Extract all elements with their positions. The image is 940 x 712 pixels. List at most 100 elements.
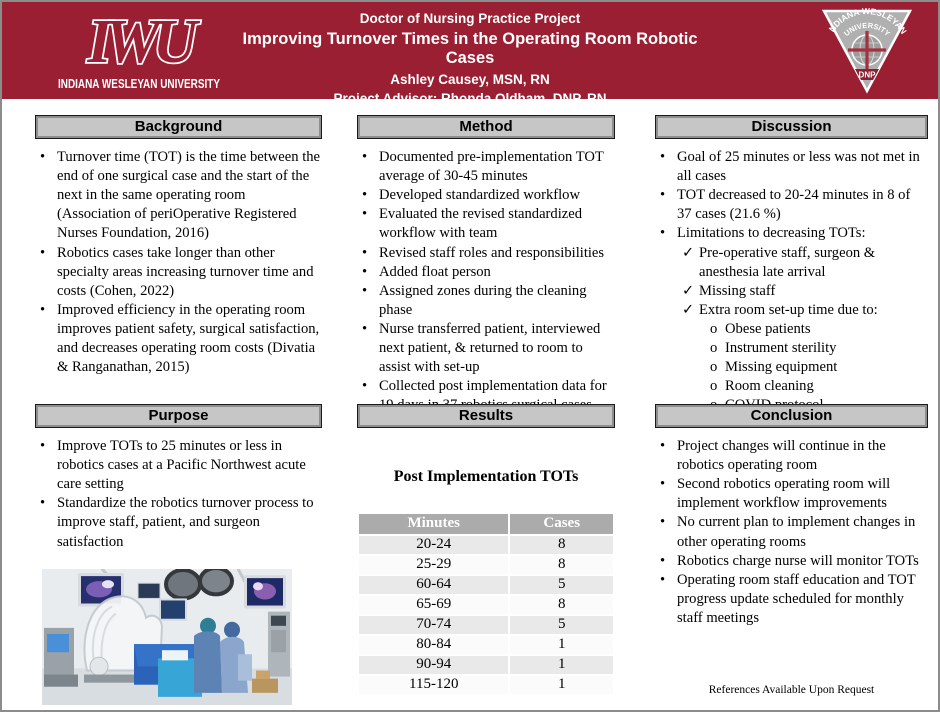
list-item: • Second robotics operating room will imp… <box>655 475 928 513</box>
discussion-heading: Discussion <box>655 115 928 139</box>
list-item-text: Improved efficiency in the operating roo… <box>57 301 320 376</box>
bullet-marker: • <box>362 263 368 280</box>
monitor-center <box>159 598 187 621</box>
list-item-text: TOT decreased to 20-24 minutes in 8 of 3… <box>677 187 911 223</box>
list-item-text: Limitations to decreasing TOTs: <box>677 225 866 242</box>
list-item-text: Missing staff <box>699 282 776 299</box>
table-cell: 90-94 <box>359 656 509 674</box>
list-item: • Limitations to decreasing TOTs: <box>655 224 928 243</box>
list-item-text: Nurse transferred patient, interviewed n… <box>379 320 601 376</box>
table-cell: 80-84 <box>359 636 509 654</box>
method-heading: Method <box>357 115 615 139</box>
post-implementation-tot-table: Minutes Cases 20-24 8 25-29 8 60-64 5 65-69 8 70-… <box>357 512 615 696</box>
table-row: 70-74 5 <box>359 616 613 634</box>
table-cell: 115-120 <box>359 676 509 694</box>
method-list: • Documented pre-implementation TOT avera… <box>357 148 615 416</box>
list-item-text: Instrument sterility <box>725 340 837 357</box>
list-item-text: Pre-operative staff, surgeon & anesthesi… <box>699 244 876 280</box>
background-heading: Background <box>35 115 322 139</box>
table-cell: 5 <box>510 616 613 634</box>
section-discussion: Discussion • Goal of 25 minutes or less w… <box>655 115 928 416</box>
list-item: o Obese patients <box>655 320 928 339</box>
list-item-text: Robotics cases take longer than other sp… <box>57 244 314 299</box>
list-item: o Missing equipment <box>655 358 928 377</box>
list-item: • Turnover time (TOT) is the time between… <box>35 148 322 244</box>
table-cell: 20-24 <box>359 536 509 554</box>
list-item: • Robotics cases take longer than other s… <box>35 244 322 301</box>
circle-marker: o <box>710 359 718 376</box>
list-item-text: No current plan to implement changes in … <box>677 514 916 550</box>
bullet-marker: • <box>660 514 666 531</box>
list-item: ✓ Extra room set-up time due to: <box>655 301 928 320</box>
check-marker: ✓ <box>682 244 695 261</box>
bullet-marker: • <box>40 301 46 318</box>
conclusion-heading: Conclusion <box>655 404 928 428</box>
floor-items <box>252 670 278 693</box>
list-item: • No current plan to implement changes in… <box>655 513 928 551</box>
bullet-marker: • <box>660 187 666 204</box>
list-item-text: Added float person <box>379 263 491 280</box>
list-item-text: Documented pre-implementation TOT averag… <box>379 149 604 185</box>
bullet-marker: • <box>40 244 46 261</box>
background-list: • Turnover time (TOT) is the time between… <box>35 148 322 377</box>
operating-room-photo-graphic <box>42 565 292 705</box>
table-cell: 1 <box>510 636 613 654</box>
table-cell: 1 <box>510 676 613 694</box>
list-item: o Instrument sterility <box>655 339 928 358</box>
monitor-small <box>137 582 161 599</box>
list-item: • Standardize the robotics turnover proce… <box>35 494 322 551</box>
bullet-marker: • <box>40 495 46 512</box>
list-item-text: Goal of 25 minutes or less was not met i… <box>677 149 920 185</box>
list-item: • Operating room staff education and TOT … <box>655 571 928 628</box>
bullet-marker: • <box>362 244 368 261</box>
bullet-marker: • <box>362 187 368 204</box>
table-cell: 8 <box>510 596 613 614</box>
list-item-text: Extra room set-up time due to: <box>699 301 878 318</box>
seal-dnp-label: DNP <box>859 71 877 80</box>
bullet-marker: • <box>362 282 368 299</box>
table-header-row: Minutes Cases <box>359 514 613 534</box>
circle-marker: o <box>710 320 718 337</box>
check-marker: ✓ <box>682 282 695 299</box>
list-item: • Improve TOTs to 25 minutes or less in r… <box>35 437 322 494</box>
list-item: ✓ Missing staff <box>655 282 928 301</box>
list-item: • Revised staff roles and responsibilitie… <box>357 244 615 263</box>
seal-dnp-banner <box>855 69 879 80</box>
table-cell: 5 <box>510 576 613 594</box>
bullet-marker: • <box>660 149 666 165</box>
table-row: 25-29 8 <box>359 556 613 574</box>
references-note: References Available Upon Request <box>708 684 875 696</box>
results-table-title: Post Implementation TOTs <box>393 468 579 485</box>
results-heading: Results <box>357 404 615 428</box>
bullet-marker: • <box>362 149 368 165</box>
seal-globe <box>848 31 886 69</box>
bullet-marker: • <box>660 225 666 242</box>
list-item: • Nurse transferred patient, interviewed … <box>357 320 615 377</box>
list-item-text: Robotics charge nurse will monitor TOTs <box>677 552 919 569</box>
list-item-text: Second robotics operating room will impl… <box>677 476 891 512</box>
circle-marker: o <box>710 340 718 357</box>
header-band: IWU INDIANA WESLEYAN UNIVERSITY Doctor o… <box>2 2 938 106</box>
list-item-text: Developed standardized workflow <box>379 187 580 204</box>
section-background: Background • Turnover time (TOT) is the t… <box>35 115 322 377</box>
advisor: Project Advisor: Rhonda Oldham, DNP, RN <box>333 91 607 106</box>
operating-room-photo <box>42 565 292 705</box>
equipment-tower-right <box>268 611 290 677</box>
equipment-left <box>44 627 78 687</box>
discussion-list: • Goal of 25 minutes or less was not met … <box>655 148 928 416</box>
seal-cross-horizontal <box>848 48 886 52</box>
iwu-university-name: INDIANA WESLEYAN UNIVERSITY <box>58 76 220 91</box>
table-cell: 8 <box>510 536 613 554</box>
table-cell: 8 <box>510 556 613 574</box>
list-item: • Evaluated the revised standardized work… <box>357 205 615 243</box>
section-conclusion: Conclusion • Project changes will continu… <box>655 404 928 628</box>
bullet-marker: • <box>660 552 666 569</box>
poster-title: Improving Turnover Times in the Operatin… <box>242 30 698 67</box>
list-item-text: Standardize the robotics turnover proces… <box>57 495 314 550</box>
table-header-cell: Cases <box>510 514 613 534</box>
section-results: Results Post Implementation TOTs Minutes… <box>357 404 615 696</box>
table-header-cell: Minutes <box>359 514 509 534</box>
list-item-text: Obese patients <box>725 320 811 337</box>
dnp-seal-graphic: INDIANA WESLEYAN UNIVERSITY DNP <box>816 2 913 94</box>
